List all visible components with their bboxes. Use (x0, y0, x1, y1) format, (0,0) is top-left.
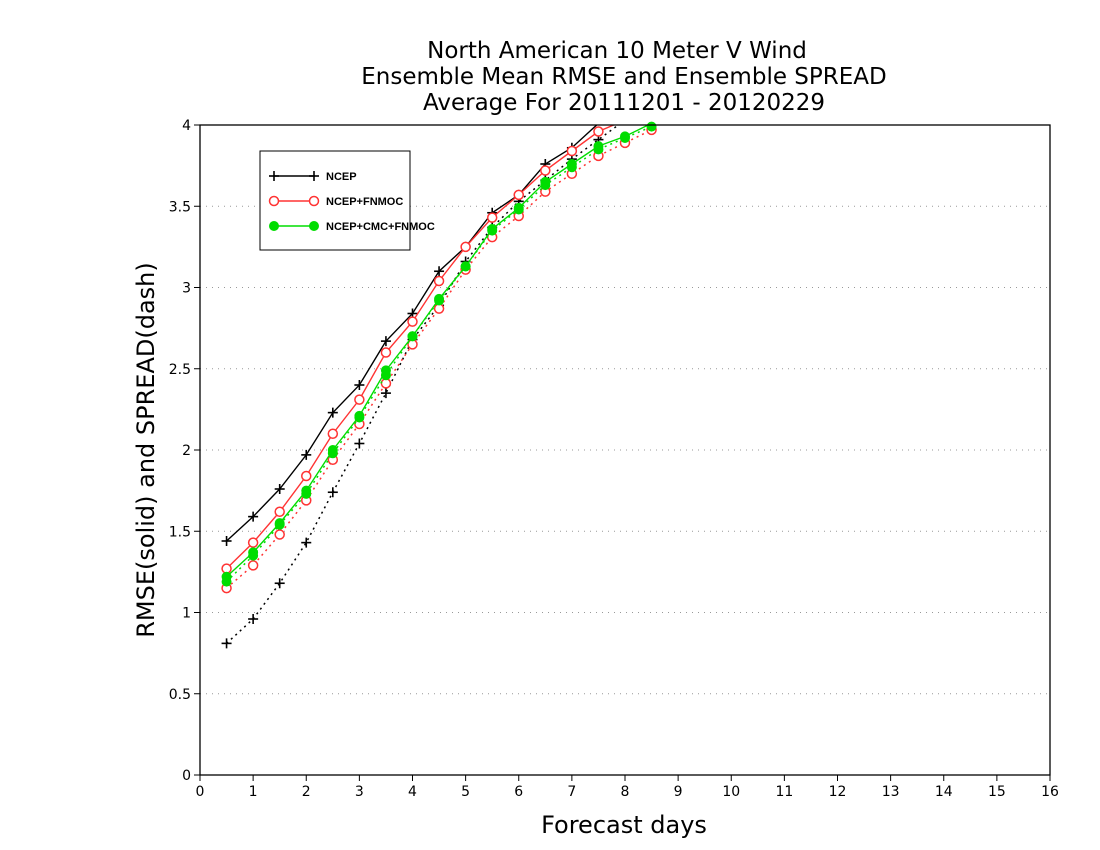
series-ncep-fnmoc-rmse-point (274, 506, 285, 517)
x-tick-label: 5 (461, 784, 470, 800)
legend-marker-ncep-cmc-fnmoc (269, 221, 279, 231)
x-tick-label: 1 (249, 784, 258, 800)
legend: NCEP NCEP+FNMOC NCEP+CMC+FNMOC (259, 150, 435, 251)
chart-title-line-1: North American 10 Meter V Wind (427, 38, 807, 64)
legend-label-ncep-fnmoc: NCEP+FNMOC (326, 196, 403, 208)
chart-title-line-2: Ensemble Mean RMSE and Ensemble SPREAD (361, 64, 886, 90)
series-ncep-spread-point (221, 638, 232, 649)
y-tick-label: 3 (182, 281, 191, 297)
y-tick-label: 0 (182, 768, 191, 784)
series-ncep-cmc-fnmoc-spread-line (226, 125, 652, 583)
y-tick-label: 1.5 (169, 524, 191, 540)
grid-lines (200, 205, 1050, 695)
y-tick-label: 1 (182, 606, 191, 622)
x-tick-label: 8 (621, 784, 630, 800)
y-tick-label: 3.5 (169, 199, 191, 215)
series-ncep-fnmoc-rmse-point (247, 537, 259, 548)
legend-marker-ncep (309, 171, 319, 181)
x-tick-label: 9 (674, 784, 683, 800)
series-ncep-rmse-point (221, 536, 232, 546)
x-tick-label: 7 (567, 784, 576, 800)
series-ncep-fnmoc-rmse-point (354, 394, 365, 405)
series-ncep-cmc-fnmoc-rmse-point (327, 445, 338, 455)
series-ncep-cmc-fnmoc-rmse-point (301, 485, 312, 496)
series-ncep-cmc-fnmoc-rmse-point (460, 261, 471, 272)
series-ncep-cmc-fnmoc-spread-point (646, 121, 657, 132)
series-ncep-cmc-fnmoc-rmse-point (513, 202, 524, 213)
series-ncep-fnmoc-spread-point (274, 529, 285, 540)
x-tick-label: 0 (196, 784, 205, 800)
series-ncep-cmc-fnmoc-rmse-point (221, 571, 232, 582)
x-tick-label: 13 (882, 784, 900, 800)
series-ncep-spread-point (380, 388, 391, 399)
x-tick-label: 2 (302, 784, 311, 800)
series-ncep-fnmoc-rmse-point (513, 189, 524, 201)
x-tick-label: 4 (408, 784, 417, 800)
y-tick-label: 2.5 (169, 362, 191, 378)
series-ncep-rmse-point (434, 266, 445, 277)
series-ncep-fnmoc-rmse-point (486, 212, 498, 223)
series-ncep-rmse-point (380, 336, 391, 347)
series-ncep-rmse-point (274, 484, 285, 494)
y-tick-label: 0.5 (169, 687, 191, 703)
series-ncep-cmc-fnmoc-rmse-point (407, 331, 418, 342)
series-ncep-fnmoc-rmse-point (593, 126, 604, 137)
series-ncep-fnmoc-rmse-point (540, 165, 551, 176)
series-ncep-spread-point (301, 537, 312, 548)
series-ncep-fnmoc-rmse-line (226, 124, 614, 570)
y-tick-label: 2 (182, 443, 191, 459)
series-ncep-cmc-fnmoc-rmse-point (487, 224, 498, 234)
axes: 00.511.522.533.540 1 2 3 4 5 6 7 8 9 10 11 12 13 14 15 1… (169, 118, 1059, 800)
x-tick-label: 11 (775, 784, 793, 800)
chart-title-line-3: Average For 20111201 - 20120229 (423, 90, 825, 116)
series-ncep-cmc-fnmoc-rmse-point (593, 141, 604, 152)
series-layer (221, 121, 657, 649)
legend-marker-ncep-fnmoc (268, 195, 280, 207)
legend-label-ncep: NCEP (326, 171, 357, 183)
x-tick-label: 14 (935, 784, 953, 800)
series-ncep-fnmoc-rmse-point (407, 316, 418, 327)
x-tick-label: 12 (829, 784, 847, 800)
x-tick-label: 16 (1041, 784, 1059, 800)
y-tick-label: 4 (182, 118, 191, 134)
y-axis-title: RMSE(solid) and SPREAD(dash) (132, 262, 160, 638)
legend-marker-ncep (269, 171, 279, 181)
series-ncep-spread-point (274, 578, 285, 589)
series-ncep-fnmoc-rmse-point (380, 347, 392, 358)
x-tick-label: 15 (988, 784, 1006, 800)
series-ncep-fnmoc-spread-point (247, 560, 259, 571)
series-ncep-cmc-fnmoc-rmse-point (620, 131, 630, 142)
series-ncep-fnmoc-rmse-point (460, 241, 471, 253)
series-ncep-cmc-fnmoc-rmse-point (434, 293, 445, 304)
series-ncep-spread-point (327, 487, 338, 498)
x-axis-title: Forecast days (541, 811, 707, 839)
series-ncep-spread-point (354, 438, 365, 449)
series-ncep-rmse-point (248, 511, 259, 522)
series-ncep-cmc-fnmoc-rmse-point (354, 410, 365, 421)
series-ncep-fnmoc-rmse-point (327, 428, 339, 439)
legend-marker-ncep-fnmoc (308, 195, 320, 207)
series-ncep-fnmoc-rmse-point (433, 275, 445, 287)
legend-marker-ncep-cmc-fnmoc (309, 221, 319, 231)
series-ncep-spread-point (248, 614, 259, 624)
series-ncep-cmc-fnmoc-rmse-point (380, 365, 391, 376)
legend-label-ncep-cmc-fnmoc: NCEP+CMC+FNMOC (326, 221, 435, 233)
x-tick-label: 3 (355, 784, 364, 800)
series-ncep-cmc-fnmoc-rmse-point (540, 176, 551, 187)
series-ncep-cmc-fnmoc-rmse-point (274, 518, 285, 529)
series-ncep-rmse-point (354, 380, 365, 390)
series-ncep-fnmoc-rmse-point (301, 470, 312, 482)
series-ncep-cmc-fnmoc-rmse-point (566, 159, 577, 169)
series-ncep-cmc-fnmoc-rmse-point (248, 547, 259, 558)
series-ncep-rmse-point (327, 407, 338, 418)
series-ncep-rmse-point (301, 449, 312, 460)
series-ncep-fnmoc-rmse-point (566, 145, 578, 157)
plot-frame (199, 124, 1051, 776)
x-tick-label: 10 (722, 784, 740, 800)
x-tick-label: 6 (514, 784, 523, 800)
